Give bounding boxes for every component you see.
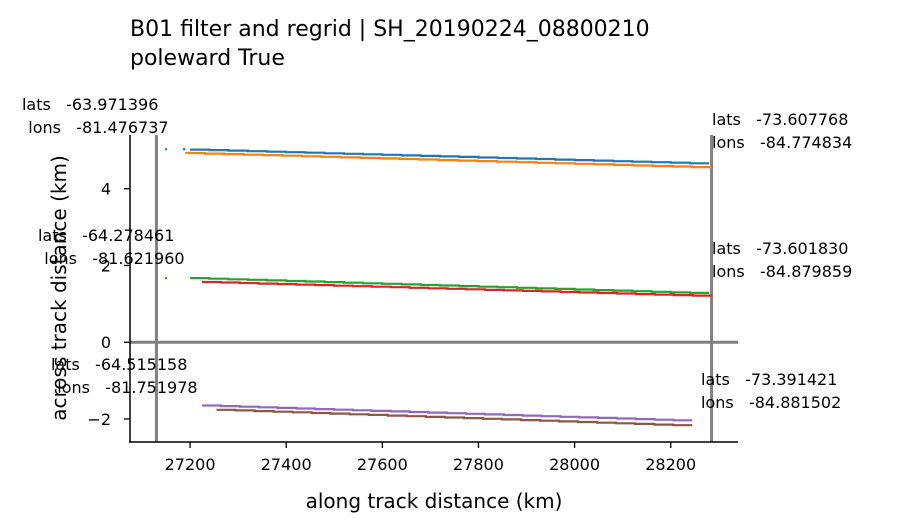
annotation-bottom-right: lats -73.391421 lons -84.881502 — [701, 370, 873, 412]
series-beam3-segment-1 — [190, 277, 710, 294]
annotation-mid-left: lats -64.278461 lons -81.621960 — [38, 226, 210, 268]
x-tick-label-27600: 27600 — [357, 455, 408, 474]
series-beam5-segment-0 — [202, 404, 693, 422]
y-tick-label-2: 2 — [101, 256, 111, 275]
annotation-bottom-right-lons: lons -84.881502 — [701, 393, 841, 412]
annotation-bottom-left-lats: lats -64.515158 — [51, 355, 187, 374]
annotation-top-left-lons: lons -81.476737 — [28, 118, 168, 137]
y-tick-label-4: 4 — [101, 180, 111, 199]
annotations: lats -63.971396 lons -81.476737 lats -64… — [22, 95, 884, 412]
x-tick-label-27800: 27800 — [453, 455, 504, 474]
x-tick-label-27200: 27200 — [165, 455, 216, 474]
annotation-bottom-right-lats: lats -73.391421 — [701, 370, 837, 389]
annotation-top-right: lats -73.607768 lons -84.774834 — [712, 110, 884, 152]
annotation-bottom-left: lats -64.515158 lons -81.751978 — [51, 355, 223, 397]
annotation-mid-right-lons: lons -84.879859 — [712, 262, 852, 281]
annotation-top-left: lats -63.971396 lons -81.476737 — [22, 95, 194, 137]
x-tick-label-27400: 27400 — [261, 455, 312, 474]
annotation-mid-left-lons: lons -81.621960 — [44, 249, 184, 268]
chart-title-line-1: B01 filter and regrid | SH_20190224_0880… — [130, 17, 650, 42]
annotation-mid-right-lats: lats -73.601830 — [712, 239, 848, 258]
chart-title-line-2: poleward True — [130, 46, 285, 71]
plot-area — [130, 135, 738, 442]
x-axis-label: along track distance (km) — [306, 489, 563, 513]
annotation-bottom-left-lons: lons -81.751978 — [57, 378, 197, 397]
annotation-top-left-lats: lats -63.971396 — [22, 95, 158, 114]
annotation-mid-left-lats: lats -64.278461 — [38, 226, 174, 245]
annotation-top-right-lons: lons -84.774834 — [712, 133, 852, 152]
series-beam1-segment-2 — [190, 148, 710, 165]
annotation-mid-right: lats -73.601830 lons -84.879859 — [712, 239, 884, 281]
y-ticks: −2 0 2 4 — [87, 180, 130, 429]
series-beam4-segment-0 — [202, 280, 712, 297]
annotation-top-right-lats: lats -73.607768 — [712, 110, 848, 129]
x-tick-label-28000: 28000 — [549, 455, 600, 474]
y-axis-label: across track distance (km) — [47, 155, 71, 421]
series-beam2-segment-0 — [185, 151, 712, 169]
y-tick-label--2: −2 — [87, 410, 111, 429]
y-tick-label-0: 0 — [101, 333, 111, 352]
x-tick-label-28200: 28200 — [645, 455, 696, 474]
x-ticks: 27200 27400 27600 27800 28000 28200 — [165, 442, 696, 474]
series-beam6-segment-0 — [216, 408, 693, 427]
